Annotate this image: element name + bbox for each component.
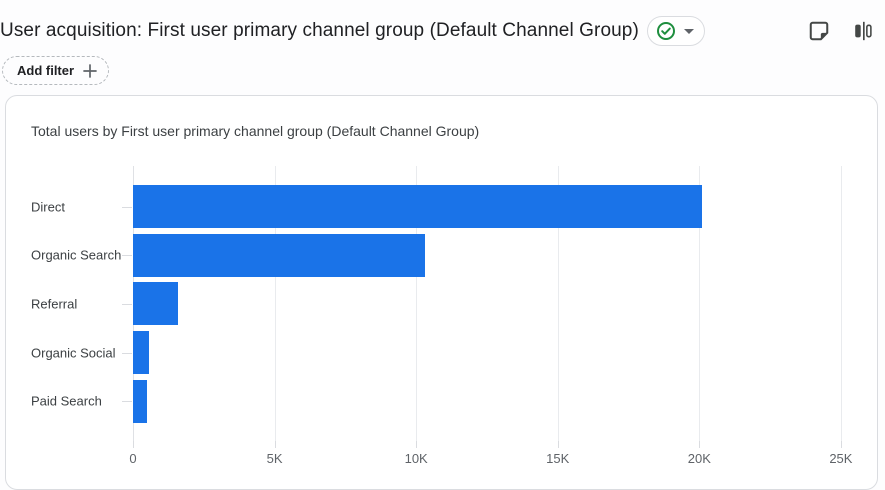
x-axis-tick [557,441,559,448]
check-circle-icon [656,21,676,41]
x-axis-tick-label: 20K [687,451,711,466]
x-axis-tick [133,441,134,448]
report-header: User acquisition: First user primary cha… [0,0,885,48]
chevron-down-icon [683,28,694,34]
y-axis-tick [122,255,132,257]
x-axis-tick-label: 5K [266,451,283,466]
filter-bar: Add filter [0,48,885,88]
edit-comparisons-button[interactable] [851,19,875,43]
category-label: Organic Social [31,345,116,361]
plus-icon [82,63,98,79]
data-quality-button[interactable] [646,16,705,46]
header-actions [807,19,877,43]
add-filter-button[interactable]: Add filter [2,56,110,85]
y-axis-tick [122,401,132,403]
x-axis-tick-label: 10K [404,451,428,466]
gridline-25K [840,166,842,441]
add-filter-label: Add filter [17,63,75,78]
page-title: User acquisition: First user primary cha… [0,20,639,41]
category-label: Organic Search [31,247,122,263]
x-axis-tick-label: 0 [129,451,137,466]
bar-referral[interactable] [133,282,179,326]
x-axis-tick [840,441,842,448]
y-axis-tick [122,352,132,354]
y-axis-tick [122,206,132,208]
y-axis-tick [122,303,132,305]
bar-organic-search[interactable] [133,233,425,277]
x-axis-tick [416,441,418,448]
x-axis-tick [274,441,276,448]
bar-paid-search[interactable] [133,379,148,423]
bar-direct[interactable] [133,185,703,228]
sticky-note-icon [808,20,830,42]
gridline-15K [557,166,559,441]
x-axis-tick-label: 15K [546,451,570,466]
comparison-icon [852,20,874,42]
bar-organic-social[interactable] [133,331,149,375]
insights-note-button[interactable] [807,19,831,43]
plot-area [133,166,846,441]
x-axis-tick [699,441,701,448]
category-label: Referral [31,296,78,312]
gridline-20K [699,166,701,441]
chart-title: Total users by First user primary channe… [31,123,480,139]
chart-card: Total users by First user primary channe… [5,95,878,490]
gridline-10K [416,166,418,441]
gridline-5K [274,166,276,441]
category-label: Direct [31,199,65,214]
category-label: Paid Search [31,393,102,409]
x-axis-tick-label: 25K [829,451,853,466]
